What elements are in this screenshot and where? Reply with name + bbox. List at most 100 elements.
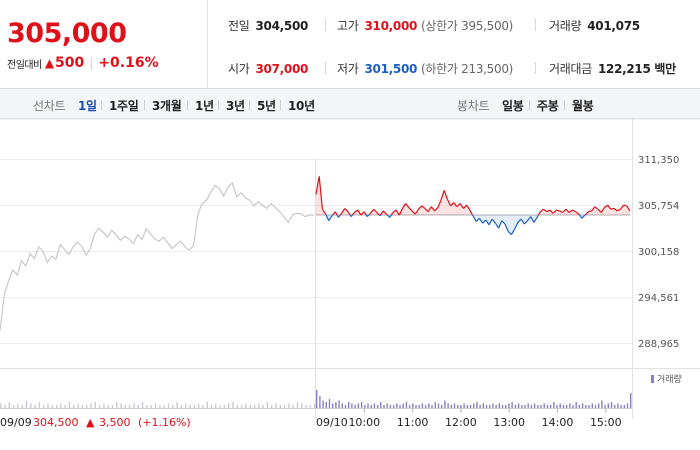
volume-bar [64, 405, 66, 408]
up-segment [411, 210, 416, 215]
volume-bar [316, 390, 318, 408]
volume-bar [38, 402, 41, 408]
volume-bar [575, 402, 577, 408]
divider [529, 100, 530, 110]
volume-bar [466, 405, 468, 408]
up-segment [347, 211, 351, 216]
up-segment [591, 206, 596, 212]
volume-bar [434, 402, 436, 408]
up-segment [386, 213, 388, 216]
up-area [546, 210, 550, 215]
volume-bar [556, 405, 558, 408]
volume-bar [389, 405, 392, 408]
volume-bar [543, 403, 545, 408]
volume-bar [492, 403, 494, 408]
up-segment [453, 202, 458, 208]
volume-bar [328, 399, 331, 408]
divider [101, 100, 102, 110]
up-segment [318, 176, 323, 210]
up-segment [559, 210, 563, 214]
candle-daily[interactable]: 일봉 [502, 99, 524, 113]
volume-bar [572, 405, 574, 408]
divider [280, 100, 281, 110]
x-tick-prev-date: 09/09 [0, 416, 32, 429]
volume-bar [408, 405, 411, 408]
up-area [614, 208, 618, 215]
up-area [620, 205, 624, 215]
volume-bar [460, 405, 462, 408]
stat-label: 시가 [228, 62, 250, 76]
volume-bar [292, 405, 294, 408]
stat-value: 122,215 백만 [597, 62, 676, 76]
down-segment [578, 214, 583, 219]
period-1w[interactable]: 1주일 [109, 99, 139, 113]
volume-bar [610, 402, 613, 408]
period-5y[interactable]: 5년 [257, 99, 276, 113]
period-1d[interactable]: 1일 [78, 99, 97, 113]
volume-bar [517, 403, 520, 408]
down-segment [328, 215, 333, 222]
up-segment [543, 208, 548, 213]
x-tick-label: 10:00 [348, 416, 380, 429]
period-1y[interactable]: 1년 [195, 99, 214, 113]
volume-bar [607, 403, 609, 408]
period-10y[interactable]: 10년 [288, 99, 315, 113]
prev-day-change: 3,500 [99, 416, 131, 429]
volume-bar [4, 405, 6, 408]
stat-label: 전일 [228, 19, 250, 33]
y-axis: 311,350 305,754 300,158 294,561 288,965 [638, 155, 679, 350]
volume-bar [498, 403, 500, 408]
volume-bar [604, 405, 606, 408]
volume-bar [485, 405, 488, 408]
candle-monthly[interactable]: 월봉 [572, 99, 594, 113]
volume-bar [537, 405, 539, 408]
volume-bar [12, 405, 15, 408]
down-area [495, 215, 499, 229]
volume-bar [215, 403, 217, 408]
volume-bar [133, 403, 135, 408]
down-segment [389, 214, 392, 218]
up-segment [456, 203, 461, 208]
prev-day-rate: (+1.16%) [138, 416, 191, 429]
volume-bar [617, 403, 619, 408]
volume-bar [283, 405, 286, 408]
volume-bar [86, 405, 88, 408]
volume-bar [415, 405, 417, 408]
up-segment [437, 199, 442, 208]
up-segment [339, 212, 343, 216]
up-segment [613, 207, 618, 212]
volume-bar [344, 405, 347, 408]
volume-legend: 거래량 [651, 373, 682, 385]
volume-bar [565, 405, 568, 408]
up-arrow-icon: ▲ [86, 416, 95, 429]
volume-bar [34, 405, 36, 408]
volume-bar [357, 403, 360, 408]
up-arrow-icon: ▲ [44, 56, 55, 70]
prev-day-series [0, 181, 314, 331]
volume-bar [549, 405, 552, 408]
volume-bar [569, 403, 571, 408]
volume-bar [90, 403, 92, 408]
up-area [447, 199, 451, 215]
volume-bar [51, 405, 53, 408]
up-segment [466, 204, 471, 211]
up-area [405, 203, 409, 215]
candle-weekly[interactable]: 주봉 [537, 99, 559, 113]
up-area [408, 207, 413, 215]
volume-bar [159, 405, 161, 408]
volume-bar [533, 403, 536, 408]
period-3y[interactable]: 3년 [226, 99, 245, 113]
down-segment [471, 214, 474, 217]
up-segment [427, 206, 432, 213]
stat-low: 저가 301,500 (하한가 213,500) [337, 60, 513, 77]
divider [187, 100, 188, 110]
period-3m[interactable]: 3개월 [152, 99, 182, 113]
y-tick-label: 300,158 [638, 247, 679, 258]
up-segment [546, 209, 551, 213]
volume-bar [258, 403, 260, 408]
down-segment [379, 214, 382, 217]
volume-bar [444, 400, 446, 408]
down-area [517, 215, 522, 223]
down-segment [520, 218, 525, 225]
volume-bar [262, 405, 264, 408]
